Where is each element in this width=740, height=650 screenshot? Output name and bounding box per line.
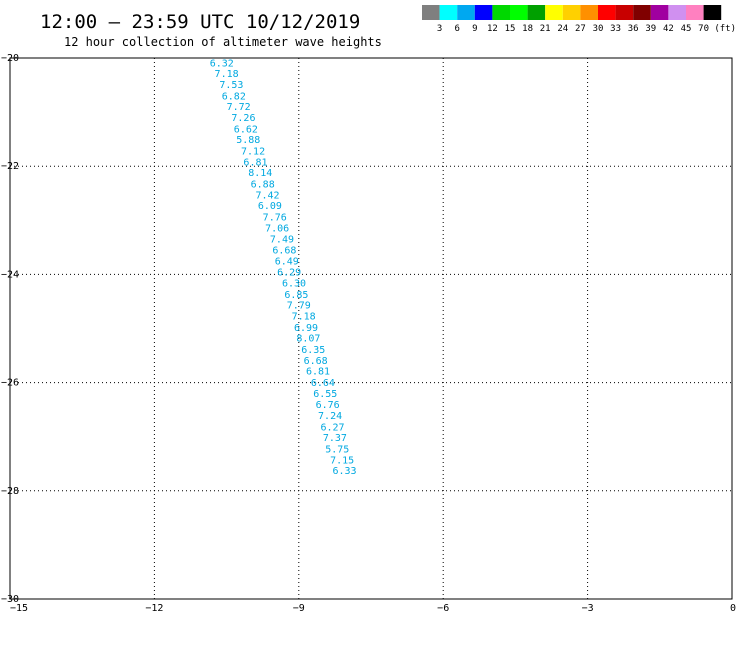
swh-value: 8.14 bbox=[248, 168, 272, 179]
swh-value: 7.76 bbox=[263, 213, 287, 224]
map-title: 12:00 – 23:59 UTC 10/12/2019 bbox=[40, 11, 360, 33]
longitude-tick-label: −6 bbox=[437, 603, 449, 614]
legend-swatch bbox=[615, 5, 634, 20]
latitude-tick-label: −24 bbox=[1, 269, 19, 280]
swh-value: 5.88 bbox=[236, 135, 260, 146]
legend-swatch bbox=[527, 5, 546, 20]
legend-label: 45 bbox=[681, 24, 692, 34]
legend-label: 21 bbox=[540, 24, 551, 34]
legend-label: 6 bbox=[454, 24, 459, 34]
swh-value: 8.07 bbox=[296, 334, 320, 345]
satellite-tracks: 6.327.187.536.827.727.266.625.887.126.81… bbox=[210, 58, 357, 477]
swh-value: 5.75 bbox=[325, 445, 349, 456]
legend-label: 36 bbox=[628, 24, 639, 34]
legend-swatch bbox=[492, 5, 510, 20]
swh-value: 6.64 bbox=[311, 378, 335, 389]
swh-value: 6.82 bbox=[222, 91, 246, 102]
swh-value: 6.99 bbox=[294, 323, 318, 334]
longitude-tick-label: −9 bbox=[293, 603, 305, 614]
legend-swatch bbox=[633, 5, 651, 20]
latitude-tick-label: −22 bbox=[1, 161, 19, 172]
swh-value: 6.29 bbox=[277, 268, 301, 279]
swh-value: 6.68 bbox=[272, 246, 296, 257]
latitude-tick-label: −20 bbox=[1, 53, 19, 64]
legend-label: 12 bbox=[487, 24, 498, 34]
swh-value: 6.76 bbox=[316, 400, 340, 411]
legend-swatch bbox=[703, 5, 722, 20]
legend-swatch bbox=[510, 5, 528, 20]
swh-value: 6.30 bbox=[282, 279, 306, 290]
swh-value: 7.72 bbox=[227, 102, 251, 113]
swh-value: 6.55 bbox=[313, 389, 337, 400]
legend-label: 30 bbox=[593, 24, 604, 34]
swh-value: 6.88 bbox=[251, 180, 275, 191]
axis-tick-labels: −15 −12 −9 −6 −3 0−20−22−24−26−28−30 bbox=[1, 53, 736, 614]
swh-value: 7.49 bbox=[270, 235, 294, 246]
legend-swatch bbox=[562, 5, 581, 20]
map-subtitle: 12 hour collection of altimeter wave hei… bbox=[64, 35, 382, 49]
legend-label: 42 bbox=[663, 24, 674, 34]
longitude-tick-label: −3 bbox=[582, 603, 594, 614]
legend-label: 33 bbox=[610, 24, 621, 34]
legend-label: 27 bbox=[575, 24, 586, 34]
legend-swatch bbox=[580, 5, 598, 20]
longitude-tick-label: 0 bbox=[730, 603, 736, 614]
swh-value: 7.53 bbox=[219, 80, 243, 91]
latitude-tick-label: −30 bbox=[1, 594, 19, 605]
swh-value: 6.09 bbox=[258, 201, 282, 212]
swh-value: 6.27 bbox=[320, 422, 344, 433]
legend-swatch bbox=[668, 5, 686, 20]
swh-value: 6.62 bbox=[234, 124, 258, 135]
legend-swatch bbox=[545, 5, 563, 20]
legend-label: 24 bbox=[557, 24, 568, 34]
longitude-tick-label: −12 bbox=[145, 603, 163, 614]
legend-swatch bbox=[650, 5, 669, 20]
swh-value: 6.49 bbox=[275, 256, 299, 267]
swh-value: 7.15 bbox=[330, 455, 354, 466]
legend-swatch bbox=[598, 5, 616, 20]
swh-value: 7.26 bbox=[231, 113, 255, 124]
swh-value: 7.79 bbox=[287, 301, 311, 312]
longitude-tick-label: −15 bbox=[10, 603, 28, 614]
swh-value: 6.85 bbox=[284, 290, 308, 301]
swh-value: 6.68 bbox=[304, 356, 328, 367]
swh-value: 7.06 bbox=[265, 223, 289, 234]
swh-value: 7.12 bbox=[241, 147, 265, 158]
legend-swatch bbox=[457, 5, 475, 20]
swh-value: 6.81 bbox=[243, 157, 267, 168]
swh-value: 7.42 bbox=[255, 190, 279, 201]
legend-swatch bbox=[474, 5, 493, 20]
swh-value: 6.33 bbox=[332, 466, 356, 477]
legend-label: 3 bbox=[437, 24, 442, 34]
swh-value: 7.18 bbox=[215, 69, 239, 80]
legend-unit: (ft) bbox=[714, 24, 736, 34]
legend-label: 9 bbox=[472, 24, 477, 34]
latitude-tick-label: −28 bbox=[1, 486, 19, 497]
map-frame bbox=[9, 57, 733, 600]
legend-swatch bbox=[686, 5, 704, 20]
swh-value: 6.35 bbox=[301, 345, 325, 356]
legend-label: 15 bbox=[505, 24, 516, 34]
legend-label: 18 bbox=[522, 24, 533, 34]
legend-swatch bbox=[439, 5, 458, 20]
swh-value: 6.32 bbox=[210, 58, 234, 69]
swh-value: 7.24 bbox=[318, 411, 342, 422]
swh-value: 7.18 bbox=[292, 312, 316, 323]
legend-label: 70 bbox=[698, 24, 709, 34]
swh-color-legend: 3 6 9 12 15 18 21 24 27 30 33 36 39 42 45 70 (ft) bbox=[422, 5, 736, 34]
swh-value: 6.81 bbox=[306, 367, 330, 378]
latitude-tick-label: −26 bbox=[1, 378, 19, 389]
track-cryosat: 6.327.187.536.827.727.266.625.887.126.81… bbox=[210, 58, 357, 477]
graticule bbox=[10, 58, 732, 599]
legend-label: 39 bbox=[645, 24, 656, 34]
swh-value: 7.37 bbox=[323, 433, 347, 444]
legend-swatch bbox=[422, 5, 440, 20]
